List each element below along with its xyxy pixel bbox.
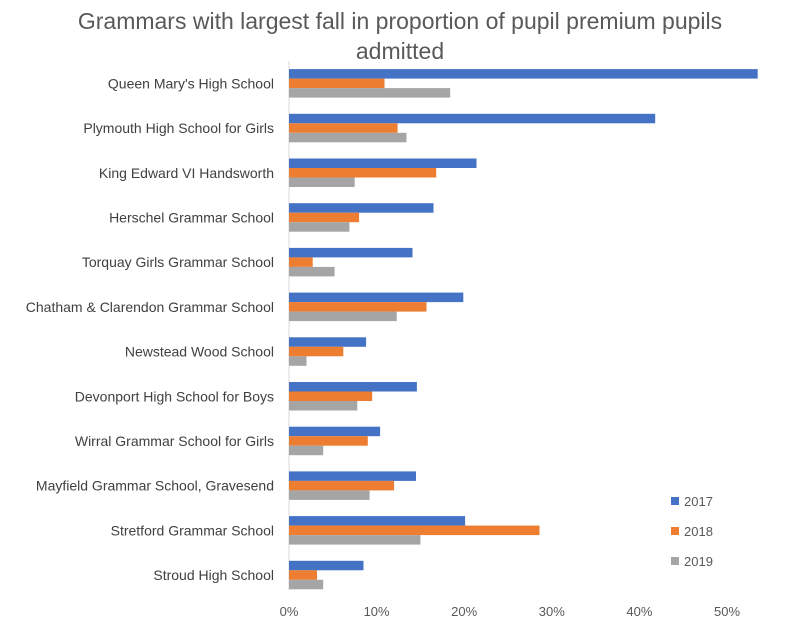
legend-swatch-2019 bbox=[671, 557, 679, 565]
bar-2017-2 bbox=[289, 113, 656, 124]
bar-2019-4 bbox=[289, 222, 350, 232]
legend-swatch-2018 bbox=[671, 527, 679, 535]
x-tick-label: 0% bbox=[280, 604, 299, 619]
bar-2018-1 bbox=[289, 78, 385, 89]
bar-2019-6 bbox=[289, 311, 397, 322]
category-label: Stretford Grammar School bbox=[111, 522, 274, 538]
bar-2017-10 bbox=[289, 471, 416, 481]
bar-2018-11 bbox=[289, 525, 540, 536]
category-label: Newstead Wood School bbox=[125, 344, 274, 360]
bar-2018-8 bbox=[289, 391, 373, 401]
bar-2018-12 bbox=[289, 570, 317, 580]
bar-2019-1 bbox=[289, 88, 451, 98]
legend-label-2018: 2018 bbox=[684, 524, 713, 539]
category-label: Herschel Grammar School bbox=[109, 210, 274, 226]
category-label: Devonport High School for Boys bbox=[75, 388, 274, 404]
bar-2019-8 bbox=[289, 401, 358, 411]
legend-swatch-2017 bbox=[671, 497, 679, 505]
bar-2019-7 bbox=[289, 356, 307, 366]
category-label: Torquay Girls Grammar School bbox=[82, 254, 274, 270]
bar-2018-10 bbox=[289, 480, 395, 491]
bar-2019-12 bbox=[289, 579, 324, 590]
bar-2017-5 bbox=[289, 247, 413, 258]
category-label: Plymouth High School for Girls bbox=[83, 120, 274, 136]
bar-2017-9 bbox=[289, 426, 381, 437]
x-tick-label: 30% bbox=[539, 604, 565, 619]
x-tick-label: 40% bbox=[626, 604, 652, 619]
bar-2018-6 bbox=[289, 302, 427, 312]
bar-2017-12 bbox=[289, 560, 364, 571]
x-tick-label: 50% bbox=[714, 604, 740, 619]
category-label: King Edward VI Handsworth bbox=[99, 165, 274, 181]
legend-label-2019: 2019 bbox=[684, 554, 713, 569]
category-label: Chatham & Clarendon Grammar School bbox=[26, 299, 274, 315]
category-label: Mayfield Grammar School, Gravesend bbox=[36, 478, 274, 494]
bar-2018-7 bbox=[289, 346, 344, 357]
category-label: Wirral Grammar School for Girls bbox=[75, 433, 274, 449]
bar-2019-11 bbox=[289, 535, 421, 545]
bar-2018-4 bbox=[289, 212, 360, 223]
legend-label-2017: 2017 bbox=[684, 494, 713, 509]
bar-2019-3 bbox=[289, 177, 355, 187]
bar-2018-9 bbox=[289, 436, 368, 446]
bar-2017-11 bbox=[289, 516, 466, 526]
bar-2017-8 bbox=[289, 382, 417, 392]
bar-2019-10 bbox=[289, 490, 370, 500]
bar-2019-9 bbox=[289, 445, 324, 456]
bar-2017-3 bbox=[289, 158, 477, 168]
bar-2017-4 bbox=[289, 203, 434, 213]
bar-2017-7 bbox=[289, 337, 367, 347]
bar-2018-3 bbox=[289, 168, 437, 178]
bar-2018-5 bbox=[289, 257, 313, 267]
category-label: Queen Mary's High School bbox=[108, 75, 274, 91]
bar-2017-6 bbox=[289, 292, 464, 303]
bar-2017-1 bbox=[289, 69, 758, 79]
bar-2019-5 bbox=[289, 266, 335, 277]
chart-title: Grammars with largest fall in proportion… bbox=[77, 8, 723, 64]
x-tick-label: 10% bbox=[364, 604, 390, 619]
bar-2018-2 bbox=[289, 123, 398, 133]
x-tick-label: 20% bbox=[451, 604, 477, 619]
category-label: Stroud High School bbox=[153, 567, 274, 583]
bar-2019-2 bbox=[289, 132, 407, 143]
